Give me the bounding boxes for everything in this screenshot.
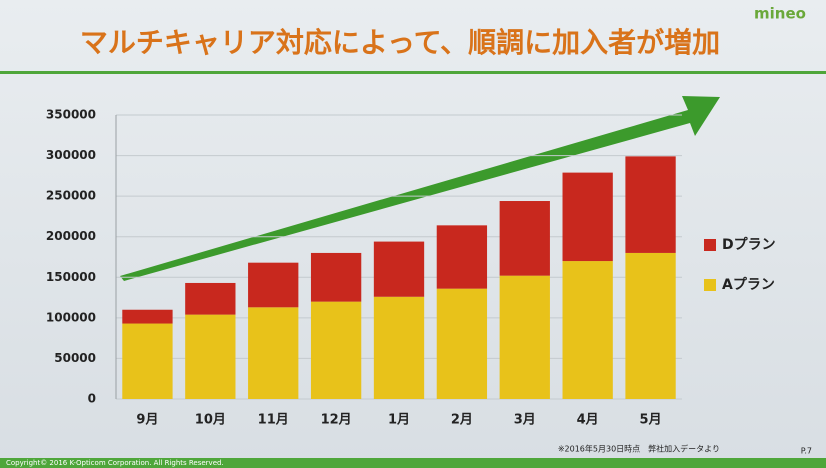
y-tick-label: 150000 — [46, 270, 96, 284]
legend-label: Dプラン — [722, 237, 776, 253]
legend-label: Aプラン — [722, 277, 775, 293]
bar-segment — [248, 262, 299, 308]
bar-segment — [373, 241, 425, 297]
bar-segment — [436, 225, 488, 289]
logo: mineo — [754, 5, 806, 23]
bar-segment — [122, 309, 173, 324]
legend-swatch — [704, 279, 716, 291]
bar-segment — [310, 252, 362, 302]
bar-segment — [499, 201, 550, 276]
chart-title: マルチキャリア対応によって、順調に加入者が増加 — [80, 26, 720, 59]
bar-segment — [562, 261, 613, 399]
x-tick-label: 10月 — [195, 413, 226, 428]
y-tick-label: 50000 — [54, 351, 96, 365]
x-tick-label: 12月 — [321, 413, 352, 428]
y-tick-label: 100000 — [46, 310, 96, 324]
page-number: P.7 — [801, 447, 812, 456]
bar-segment — [499, 275, 550, 399]
x-tick-label: 2月 — [451, 413, 473, 428]
bar-segment — [562, 172, 613, 262]
y-tick-label: 0 — [88, 392, 96, 406]
legend-swatch — [704, 239, 716, 251]
x-tick-label: 11月 — [258, 413, 289, 428]
y-tick-label: 250000 — [46, 189, 96, 203]
x-tick-label: 9月 — [136, 413, 158, 428]
footnote: ※2016年5月30日時点 弊社加入データより — [558, 444, 720, 454]
y-tick-label: 200000 — [46, 229, 96, 243]
bar-segment — [248, 307, 299, 399]
y-tick-label: 350000 — [46, 108, 96, 122]
bar-segment — [625, 156, 676, 253]
growth-arrow — [120, 96, 720, 281]
bar-segment — [436, 288, 488, 399]
bar-segment — [185, 314, 236, 399]
bar-segment — [310, 301, 362, 399]
bar-segment — [122, 323, 173, 399]
bar-segment — [373, 296, 425, 399]
x-tick-label: 1月 — [388, 413, 410, 428]
copyright: Copyright© 2016 K-Opticom Corporation. A… — [6, 459, 224, 467]
bar-segment — [625, 252, 676, 399]
bar-segment — [185, 282, 236, 315]
footer-band — [0, 458, 826, 468]
title-rule — [0, 71, 826, 74]
x-tick-label: 4月 — [577, 413, 599, 428]
y-tick-label: 300000 — [46, 148, 96, 162]
x-tick-label: 3月 — [514, 413, 536, 428]
x-tick-label: 5月 — [640, 413, 662, 428]
